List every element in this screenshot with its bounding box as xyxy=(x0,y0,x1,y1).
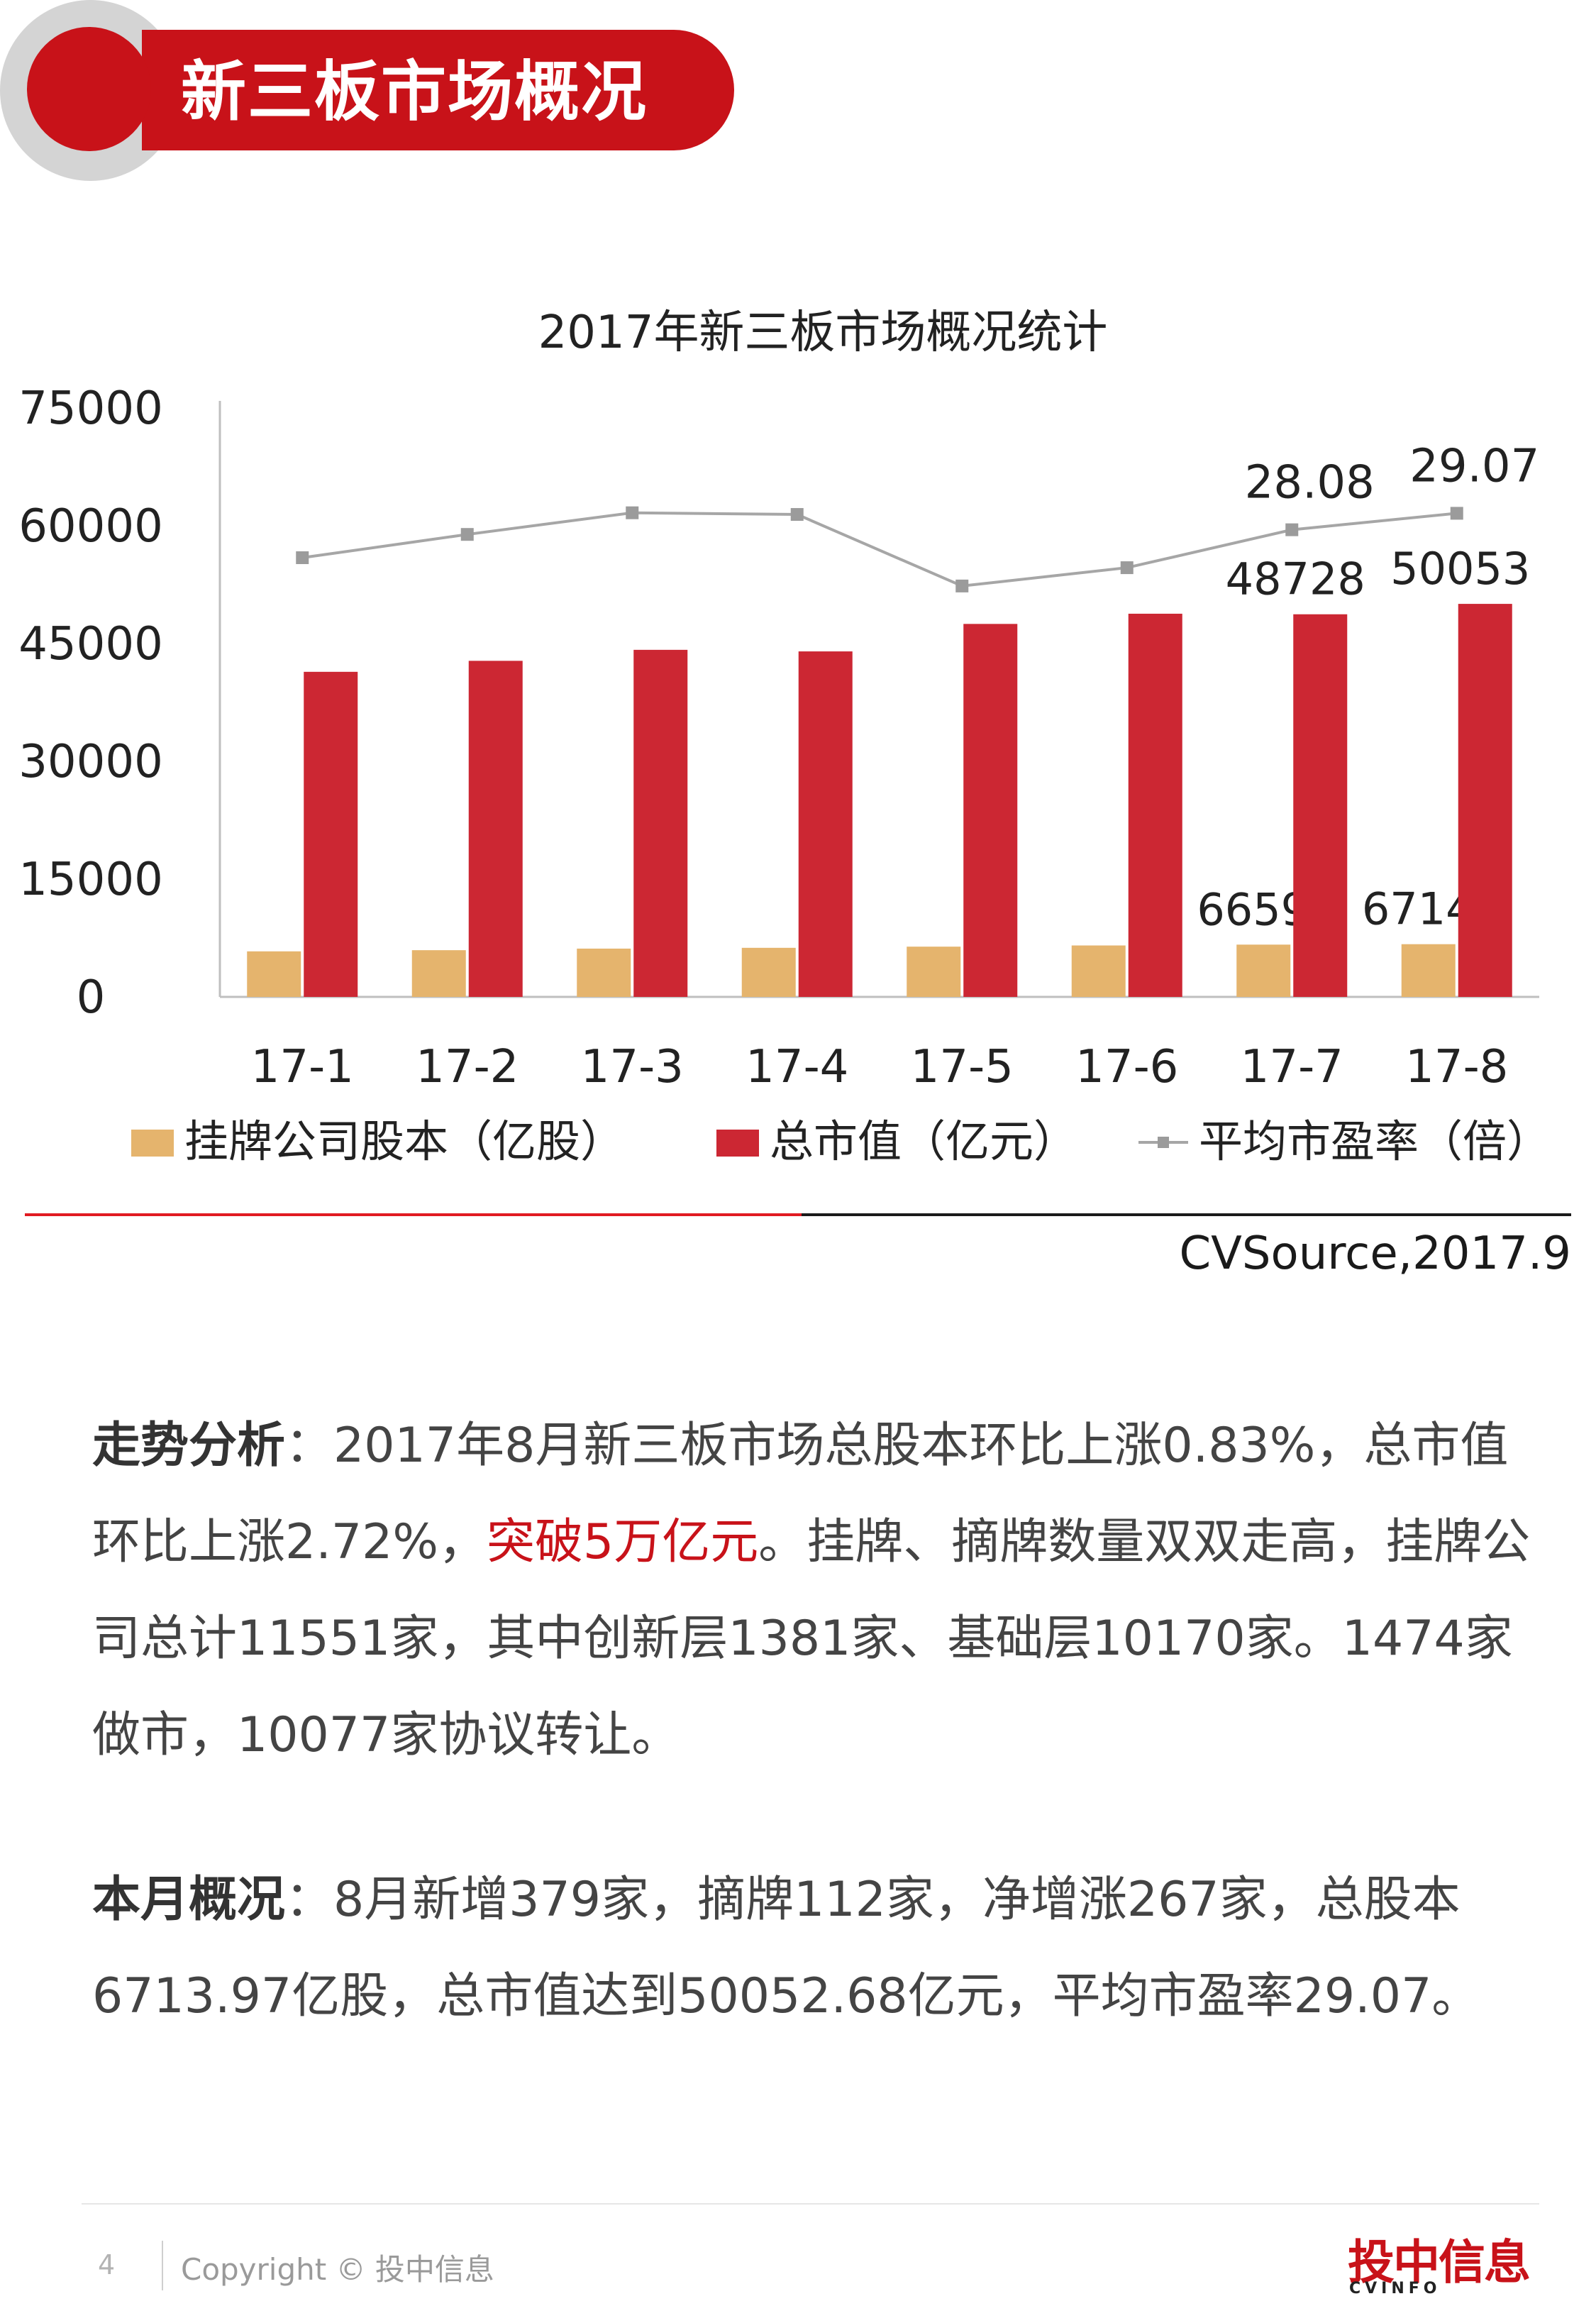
y-tick-label: 30000 xyxy=(18,736,163,788)
pe-marker xyxy=(955,579,969,592)
legend-swatch-share-capital xyxy=(131,1130,174,1157)
pe-marker xyxy=(460,528,474,541)
data-label-share-capital: 6659 xyxy=(1197,883,1309,935)
bar-market-value xyxy=(1293,614,1348,997)
monthly-lead: 本月概况 xyxy=(92,1872,286,1928)
legend-label-market-value: 总市值（亿元） xyxy=(770,1115,1077,1167)
analysis-text-1: ：2017年8月新三板市场总股本环比上涨0.83%，总市值环比上涨2.72%， xyxy=(92,1418,1509,1570)
legend-label-pe: 平均市盈率（倍） xyxy=(1199,1115,1551,1167)
x-tick-label: 17-4 xyxy=(746,1041,848,1093)
bar-market-value xyxy=(798,651,853,997)
analysis-paragraph: 走势分析：2017年8月新三板市场总股本环比上涨0.83%，总市值环比上涨2.7… xyxy=(92,1398,1532,1784)
y-tick-label: 0 xyxy=(77,971,106,1024)
bar-market-value xyxy=(633,649,688,997)
y-tick-label: 75000 xyxy=(18,382,163,435)
data-label-share-capital: 6714 xyxy=(1362,883,1474,935)
analysis-highlight: 突破5万亿元 xyxy=(487,1514,759,1570)
cvinfo-logo: 投中信息 CVINFO xyxy=(1348,2224,1532,2302)
data-label-market-value: 48728 xyxy=(1226,553,1365,605)
chart-source: CVSource,2017.9 xyxy=(1179,1228,1571,1280)
page-number: 4 xyxy=(98,2249,116,2280)
bar-share-capital xyxy=(1236,944,1291,997)
bar-share-capital xyxy=(1071,945,1126,997)
bar-market-value xyxy=(1128,613,1182,997)
pe-line xyxy=(301,511,1457,587)
bar-share-capital xyxy=(1401,944,1456,997)
legend-swatch-market-value xyxy=(716,1130,759,1157)
data-label-market-value: 50053 xyxy=(1390,543,1530,595)
pe-marker xyxy=(296,551,309,565)
x-tick-label: 17-3 xyxy=(581,1041,684,1093)
pe-marker xyxy=(1450,507,1463,520)
y-tick-label: 60000 xyxy=(18,500,163,553)
legend-label-share-capital: 挂牌公司股本（亿股） xyxy=(184,1115,624,1167)
page-title: 新三板市场概况 xyxy=(181,54,648,130)
bar-share-capital xyxy=(907,947,961,997)
pe-marker xyxy=(1285,523,1299,536)
logo-subtext: CVINFO xyxy=(1349,2280,1441,2297)
y-tick-label: 15000 xyxy=(18,854,163,906)
footer-divider xyxy=(82,2203,1539,2205)
copyright-text: Copyright © 投中信息 xyxy=(181,2252,494,2287)
pe-marker xyxy=(1120,561,1134,575)
divider-red xyxy=(25,1213,802,1216)
market-chart: 2017年新三板市场概况统计 75000 60000 45000 30000 15000 0… xyxy=(18,307,1551,1167)
divider-black xyxy=(802,1213,1571,1216)
x-tick-label: 17-7 xyxy=(1241,1041,1343,1093)
x-tick-label: 17-1 xyxy=(251,1041,354,1093)
analysis-text-2: 。挂牌、摘牌数量双双走高，挂牌公司总计11551家，其中创新层1381家、基础层… xyxy=(92,1514,1531,1763)
logo-text: 投中信息 xyxy=(1348,2235,1531,2290)
bar-share-capital xyxy=(247,951,301,997)
chart-container: 2017年新三板市场概况统计 75000 60000 45000 30000 15000 0… xyxy=(0,284,1596,1291)
legend-swatch-pe-marker xyxy=(1158,1137,1169,1148)
bar-market-value xyxy=(304,671,358,997)
monthly-text: ：8月新增379家，摘牌112家，净增涨267家，总股本6713.97亿股，总市… xyxy=(92,1872,1480,2024)
banner-dot xyxy=(27,27,151,151)
x-tick-label: 17-5 xyxy=(911,1041,1014,1093)
y-tick-label: 45000 xyxy=(18,618,163,671)
pe-marker xyxy=(626,506,639,519)
bar-market-value xyxy=(1458,604,1512,997)
x-tick-label: 17-6 xyxy=(1075,1041,1178,1093)
chart-title: 2017年新三板市场概况统计 xyxy=(538,307,1108,359)
bar-share-capital xyxy=(577,948,631,997)
header-banner: 新三板市场概况 xyxy=(0,0,780,192)
x-tick-label: 17-8 xyxy=(1405,1041,1508,1093)
x-tick-label: 17-2 xyxy=(416,1041,519,1093)
bar-market-value xyxy=(963,624,1018,997)
banner-bar xyxy=(142,30,734,150)
pe-marker xyxy=(790,508,804,522)
bar-share-capital xyxy=(741,947,796,997)
data-label-pe: 29.07 xyxy=(1409,440,1539,492)
bar-market-value xyxy=(468,661,523,997)
footer-separator xyxy=(162,2241,163,2290)
data-label-pe: 28.08 xyxy=(1245,457,1375,509)
analysis-lead: 走势分析 xyxy=(92,1418,286,1474)
bar-share-capital xyxy=(411,950,466,997)
monthly-paragraph: 本月概况：8月新增379家，摘牌112家，净增涨267家，总股本6713.97亿… xyxy=(92,1852,1532,2045)
